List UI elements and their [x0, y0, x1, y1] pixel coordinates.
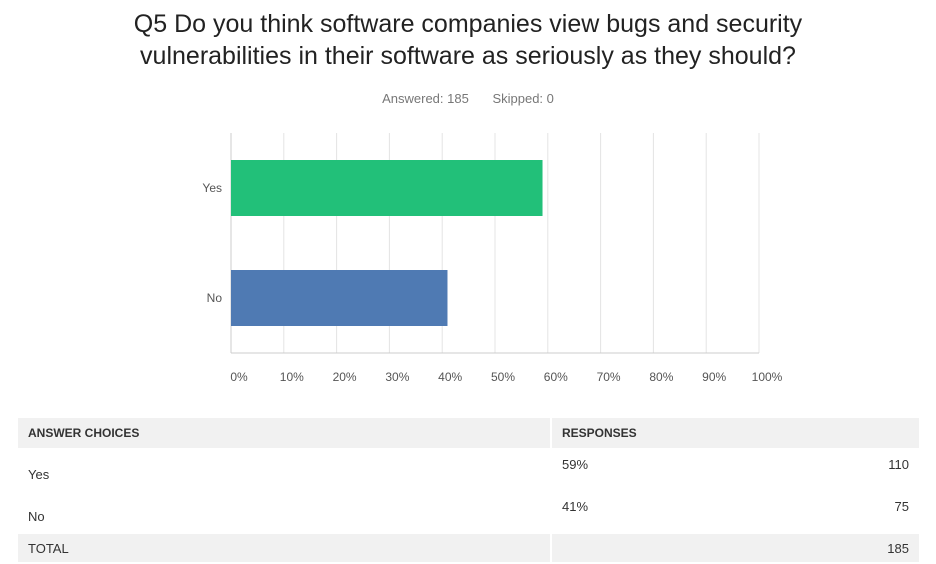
x-tick-label: 0% — [230, 370, 248, 384]
total-count: 185 — [746, 533, 919, 564]
row-percent: 41% — [551, 491, 747, 534]
x-tick-label: 10% — [280, 370, 304, 384]
skipped-count: Skipped: 0 — [492, 91, 554, 106]
row-count: 110 — [746, 449, 919, 492]
header-responses: RESPONSES — [551, 418, 919, 450]
table-total-row: TOTAL 185 — [18, 533, 919, 564]
title-line-2: vulnerabilities in their software as ser… — [140, 42, 796, 70]
chart-title: Q5 Do you think software companies view … — [60, 8, 876, 72]
row-percent: 59% — [551, 449, 747, 492]
header-answer-choices: ANSWER CHOICES — [18, 418, 552, 450]
bar-chart: 0% 10% 20% 30% 40% 50% 60% 70% 80% 90% 100% Yes No — [202, 133, 783, 384]
x-tick-label: 70% — [597, 370, 621, 384]
row-count: 75 — [746, 491, 919, 534]
bar-yes — [231, 160, 543, 216]
x-tick-label: 20% — [333, 370, 357, 384]
x-tick-label: 50% — [491, 370, 515, 384]
x-tick-label: 100% — [752, 370, 783, 384]
total-spacer — [551, 533, 747, 564]
row-choice: No — [18, 491, 552, 534]
x-tick-label: 40% — [438, 370, 462, 384]
x-tick-label: 30% — [385, 370, 409, 384]
category-label: No — [207, 291, 223, 305]
row-choice: Yes — [18, 449, 552, 492]
total-label: TOTAL — [18, 533, 552, 564]
table-header-row: ANSWER CHOICES RESPONSES — [18, 418, 919, 450]
answered-count: Answered: 185 — [382, 91, 469, 106]
table-row: Yes 59% 110 — [18, 449, 919, 492]
bar-no — [231, 270, 448, 326]
table-row: No 41% 75 — [18, 491, 919, 534]
category-label: Yes — [202, 181, 222, 195]
responses-table: ANSWER CHOICES RESPONSES Yes 59% 110 No … — [18, 418, 919, 564]
title-line-1: Q5 Do you think software companies view … — [133, 10, 803, 38]
x-tick-label: 90% — [702, 370, 726, 384]
response-summary: Answered: 185 Skipped: 0 — [0, 91, 936, 106]
x-tick-label: 60% — [544, 370, 568, 384]
x-tick-label: 80% — [649, 370, 673, 384]
